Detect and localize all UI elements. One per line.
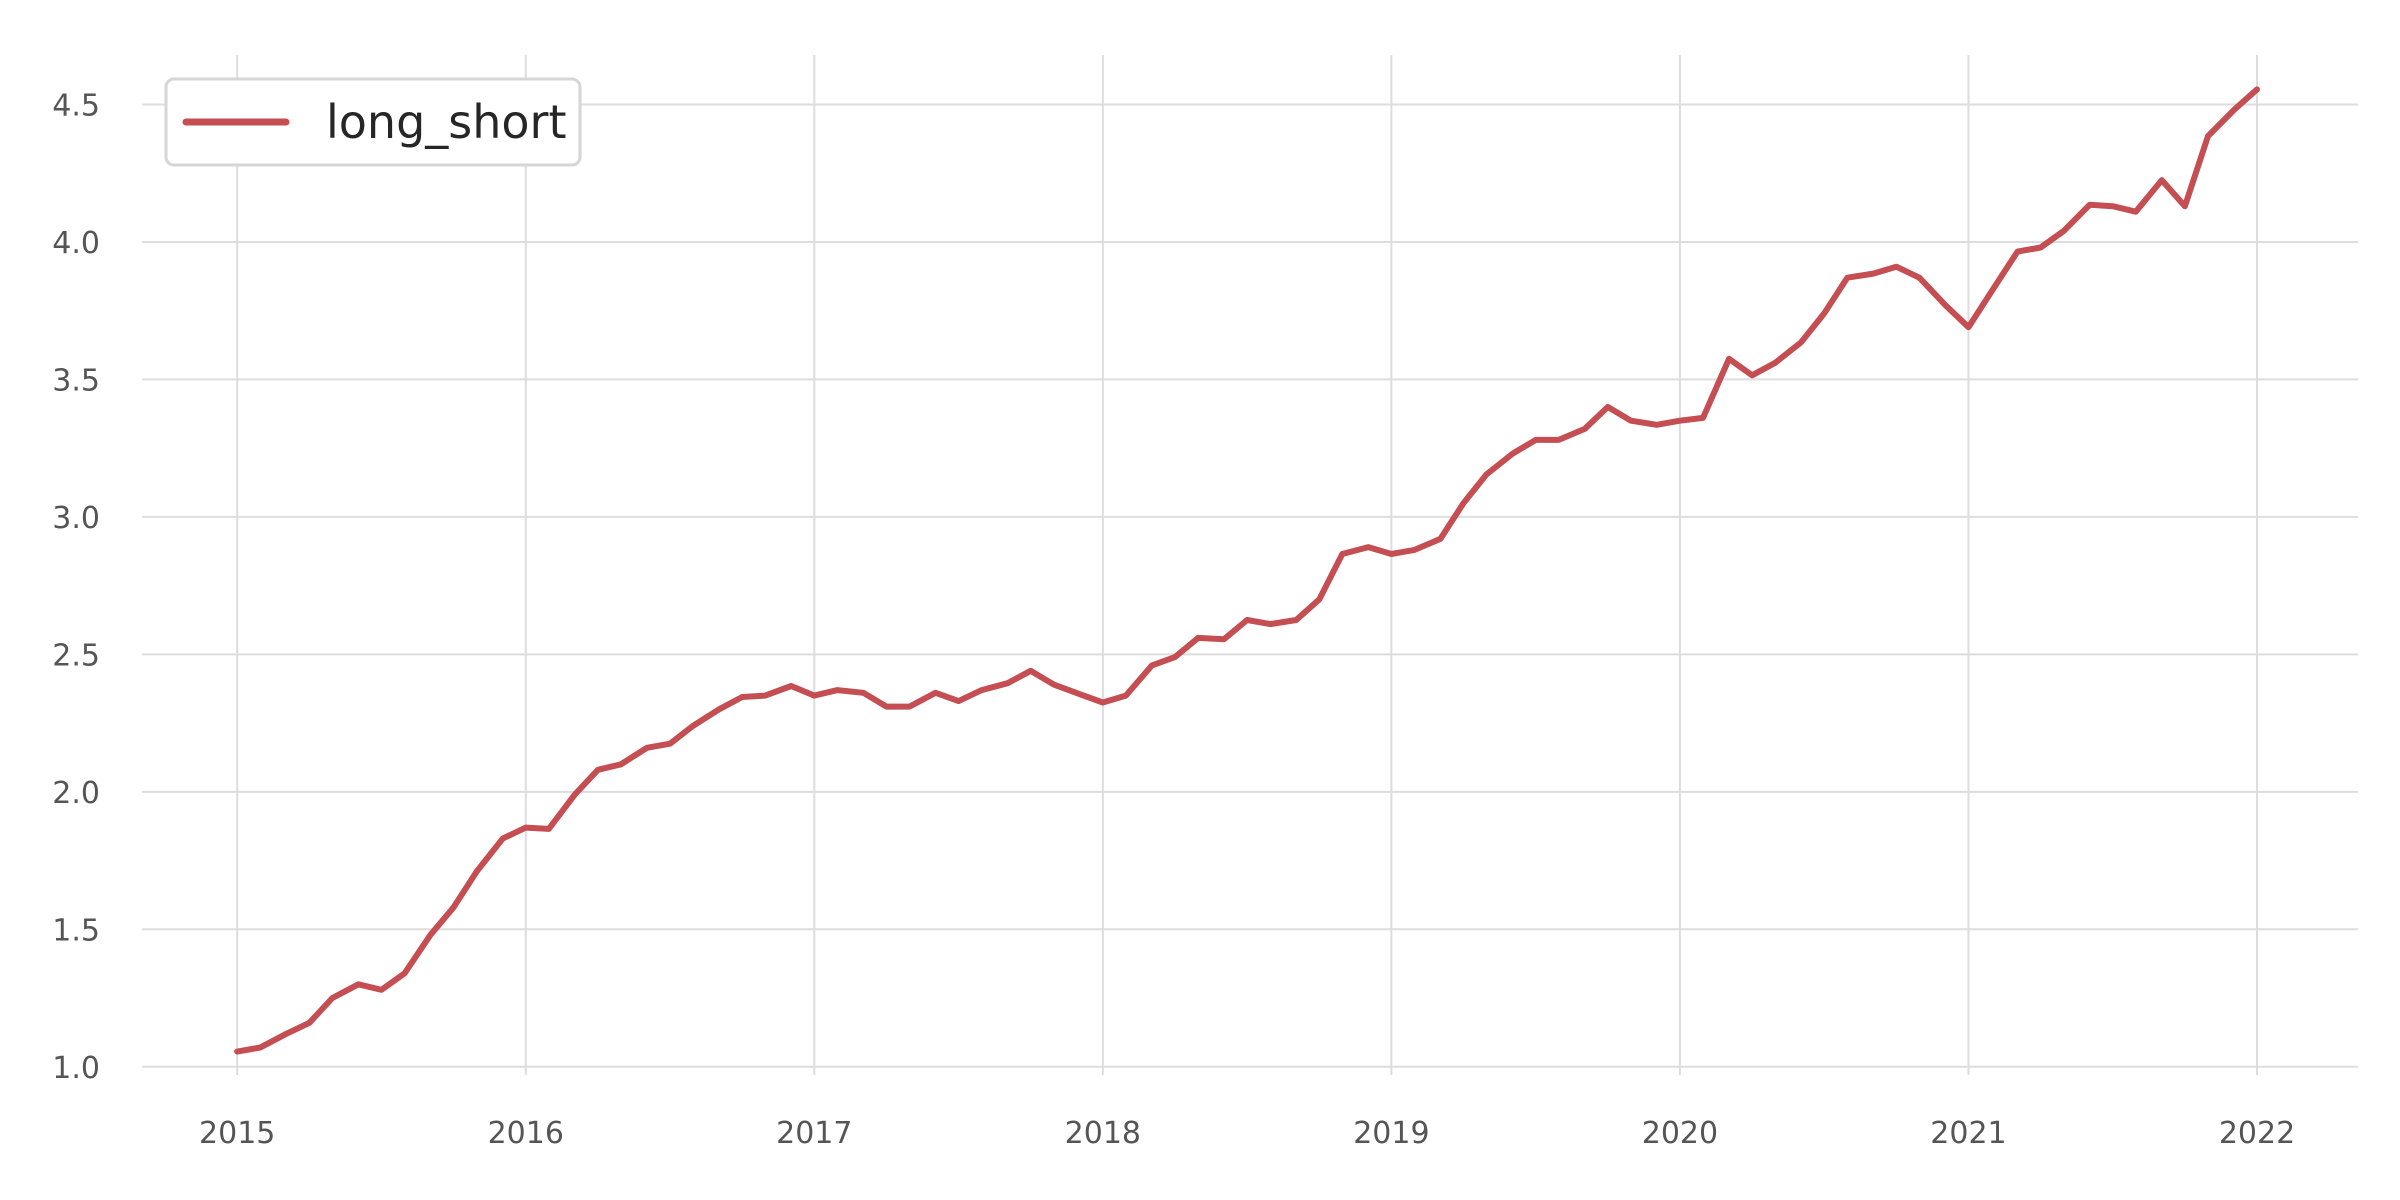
series-line-long-short bbox=[234, 86, 2260, 1055]
x-tick-label: 2019 bbox=[1353, 1116, 1429, 1151]
y-tick-label: 2.0 bbox=[52, 776, 100, 811]
legend: long_short bbox=[164, 77, 582, 167]
x-tick-label: 2020 bbox=[1642, 1116, 1718, 1151]
series-layer bbox=[234, 86, 2260, 1055]
y-tick-label: 1.5 bbox=[52, 913, 100, 948]
legend-box bbox=[164, 77, 582, 167]
y-tick-label: 4.5 bbox=[52, 88, 100, 123]
vertical-gridlines bbox=[236, 55, 2259, 1075]
x-tick-label: 2016 bbox=[488, 1116, 564, 1151]
x-axis-tick-labels: 2015 2016 2017 2018 2019 2020 2021 2022 bbox=[199, 1116, 2295, 1151]
x-tick-label: 2015 bbox=[199, 1116, 275, 1151]
x-tick-label: 2022 bbox=[2219, 1116, 2295, 1151]
x-tick-label: 2017 bbox=[776, 1116, 852, 1151]
legend-label: long_short bbox=[326, 95, 567, 149]
y-tick-label: 3.5 bbox=[52, 363, 100, 398]
x-tick-label: 2018 bbox=[1065, 1116, 1141, 1151]
y-tick-label: 1.0 bbox=[52, 1051, 100, 1086]
y-tick-label: 2.5 bbox=[52, 638, 100, 673]
horizontal-gridlines bbox=[142, 103, 2358, 1068]
x-tick-label: 2021 bbox=[1930, 1116, 2006, 1151]
y-axis-tick-labels: 1.0 1.5 2.0 2.5 3.0 3.5 4.0 4.5 bbox=[52, 88, 100, 1085]
y-tick-label: 3.0 bbox=[52, 501, 100, 536]
y-tick-label: 4.0 bbox=[52, 226, 100, 261]
